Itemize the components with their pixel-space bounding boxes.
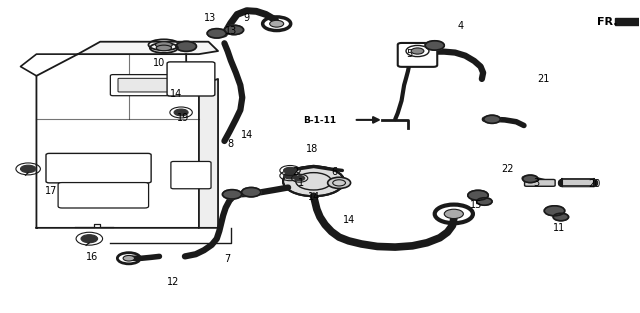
Text: 7: 7 (225, 254, 231, 264)
Text: 14: 14 (307, 192, 320, 202)
Polygon shape (562, 179, 594, 186)
Text: 13: 13 (225, 26, 237, 36)
Text: 14: 14 (241, 130, 253, 140)
Text: 14: 14 (342, 215, 355, 225)
Polygon shape (199, 79, 218, 228)
FancyBboxPatch shape (118, 78, 172, 92)
Circle shape (284, 167, 296, 174)
Circle shape (207, 29, 227, 38)
Circle shape (283, 167, 344, 196)
Text: 3: 3 (534, 178, 540, 188)
Text: 17: 17 (45, 186, 57, 196)
Text: 6: 6 (331, 167, 337, 177)
Circle shape (523, 175, 538, 182)
Circle shape (484, 115, 500, 123)
Circle shape (468, 190, 488, 200)
Text: 19: 19 (177, 113, 189, 123)
Circle shape (294, 176, 305, 181)
Circle shape (553, 213, 568, 221)
Text: 14: 14 (170, 90, 182, 100)
Circle shape (544, 206, 564, 216)
Circle shape (20, 165, 36, 173)
Text: 21: 21 (537, 74, 549, 84)
Circle shape (242, 187, 260, 197)
Text: 12: 12 (167, 277, 180, 287)
FancyBboxPatch shape (167, 62, 215, 96)
Text: 22: 22 (502, 164, 514, 174)
Text: 15: 15 (470, 200, 483, 210)
Circle shape (328, 177, 351, 188)
Circle shape (81, 235, 98, 243)
FancyBboxPatch shape (397, 43, 437, 67)
Circle shape (477, 198, 492, 205)
Circle shape (411, 48, 424, 54)
Text: 5: 5 (406, 49, 412, 59)
Text: 16: 16 (86, 252, 98, 262)
FancyBboxPatch shape (171, 162, 211, 189)
Circle shape (284, 173, 296, 179)
Ellipse shape (156, 42, 172, 48)
Text: 10: 10 (154, 59, 166, 69)
Text: 8: 8 (228, 139, 234, 149)
Circle shape (176, 41, 196, 51)
Circle shape (123, 255, 134, 261)
Text: 1: 1 (298, 178, 304, 188)
Text: 11: 11 (553, 223, 565, 233)
Circle shape (225, 25, 244, 34)
Circle shape (174, 109, 188, 116)
Text: 2: 2 (292, 167, 299, 177)
Polygon shape (615, 18, 640, 25)
FancyBboxPatch shape (46, 153, 151, 183)
Ellipse shape (156, 45, 172, 51)
Polygon shape (36, 54, 199, 228)
Text: B-1-11: B-1-11 (303, 116, 336, 125)
FancyBboxPatch shape (110, 74, 179, 96)
FancyBboxPatch shape (525, 179, 555, 186)
Polygon shape (78, 42, 218, 54)
Text: FR.: FR. (596, 17, 617, 27)
Circle shape (223, 190, 242, 199)
Circle shape (444, 209, 463, 218)
FancyBboxPatch shape (58, 182, 148, 208)
Circle shape (425, 41, 444, 50)
Text: 4: 4 (457, 21, 463, 31)
Circle shape (269, 20, 284, 27)
Text: 13: 13 (204, 13, 216, 23)
Text: 20: 20 (588, 179, 600, 189)
Text: 9: 9 (244, 13, 250, 23)
Text: 18: 18 (306, 144, 319, 154)
